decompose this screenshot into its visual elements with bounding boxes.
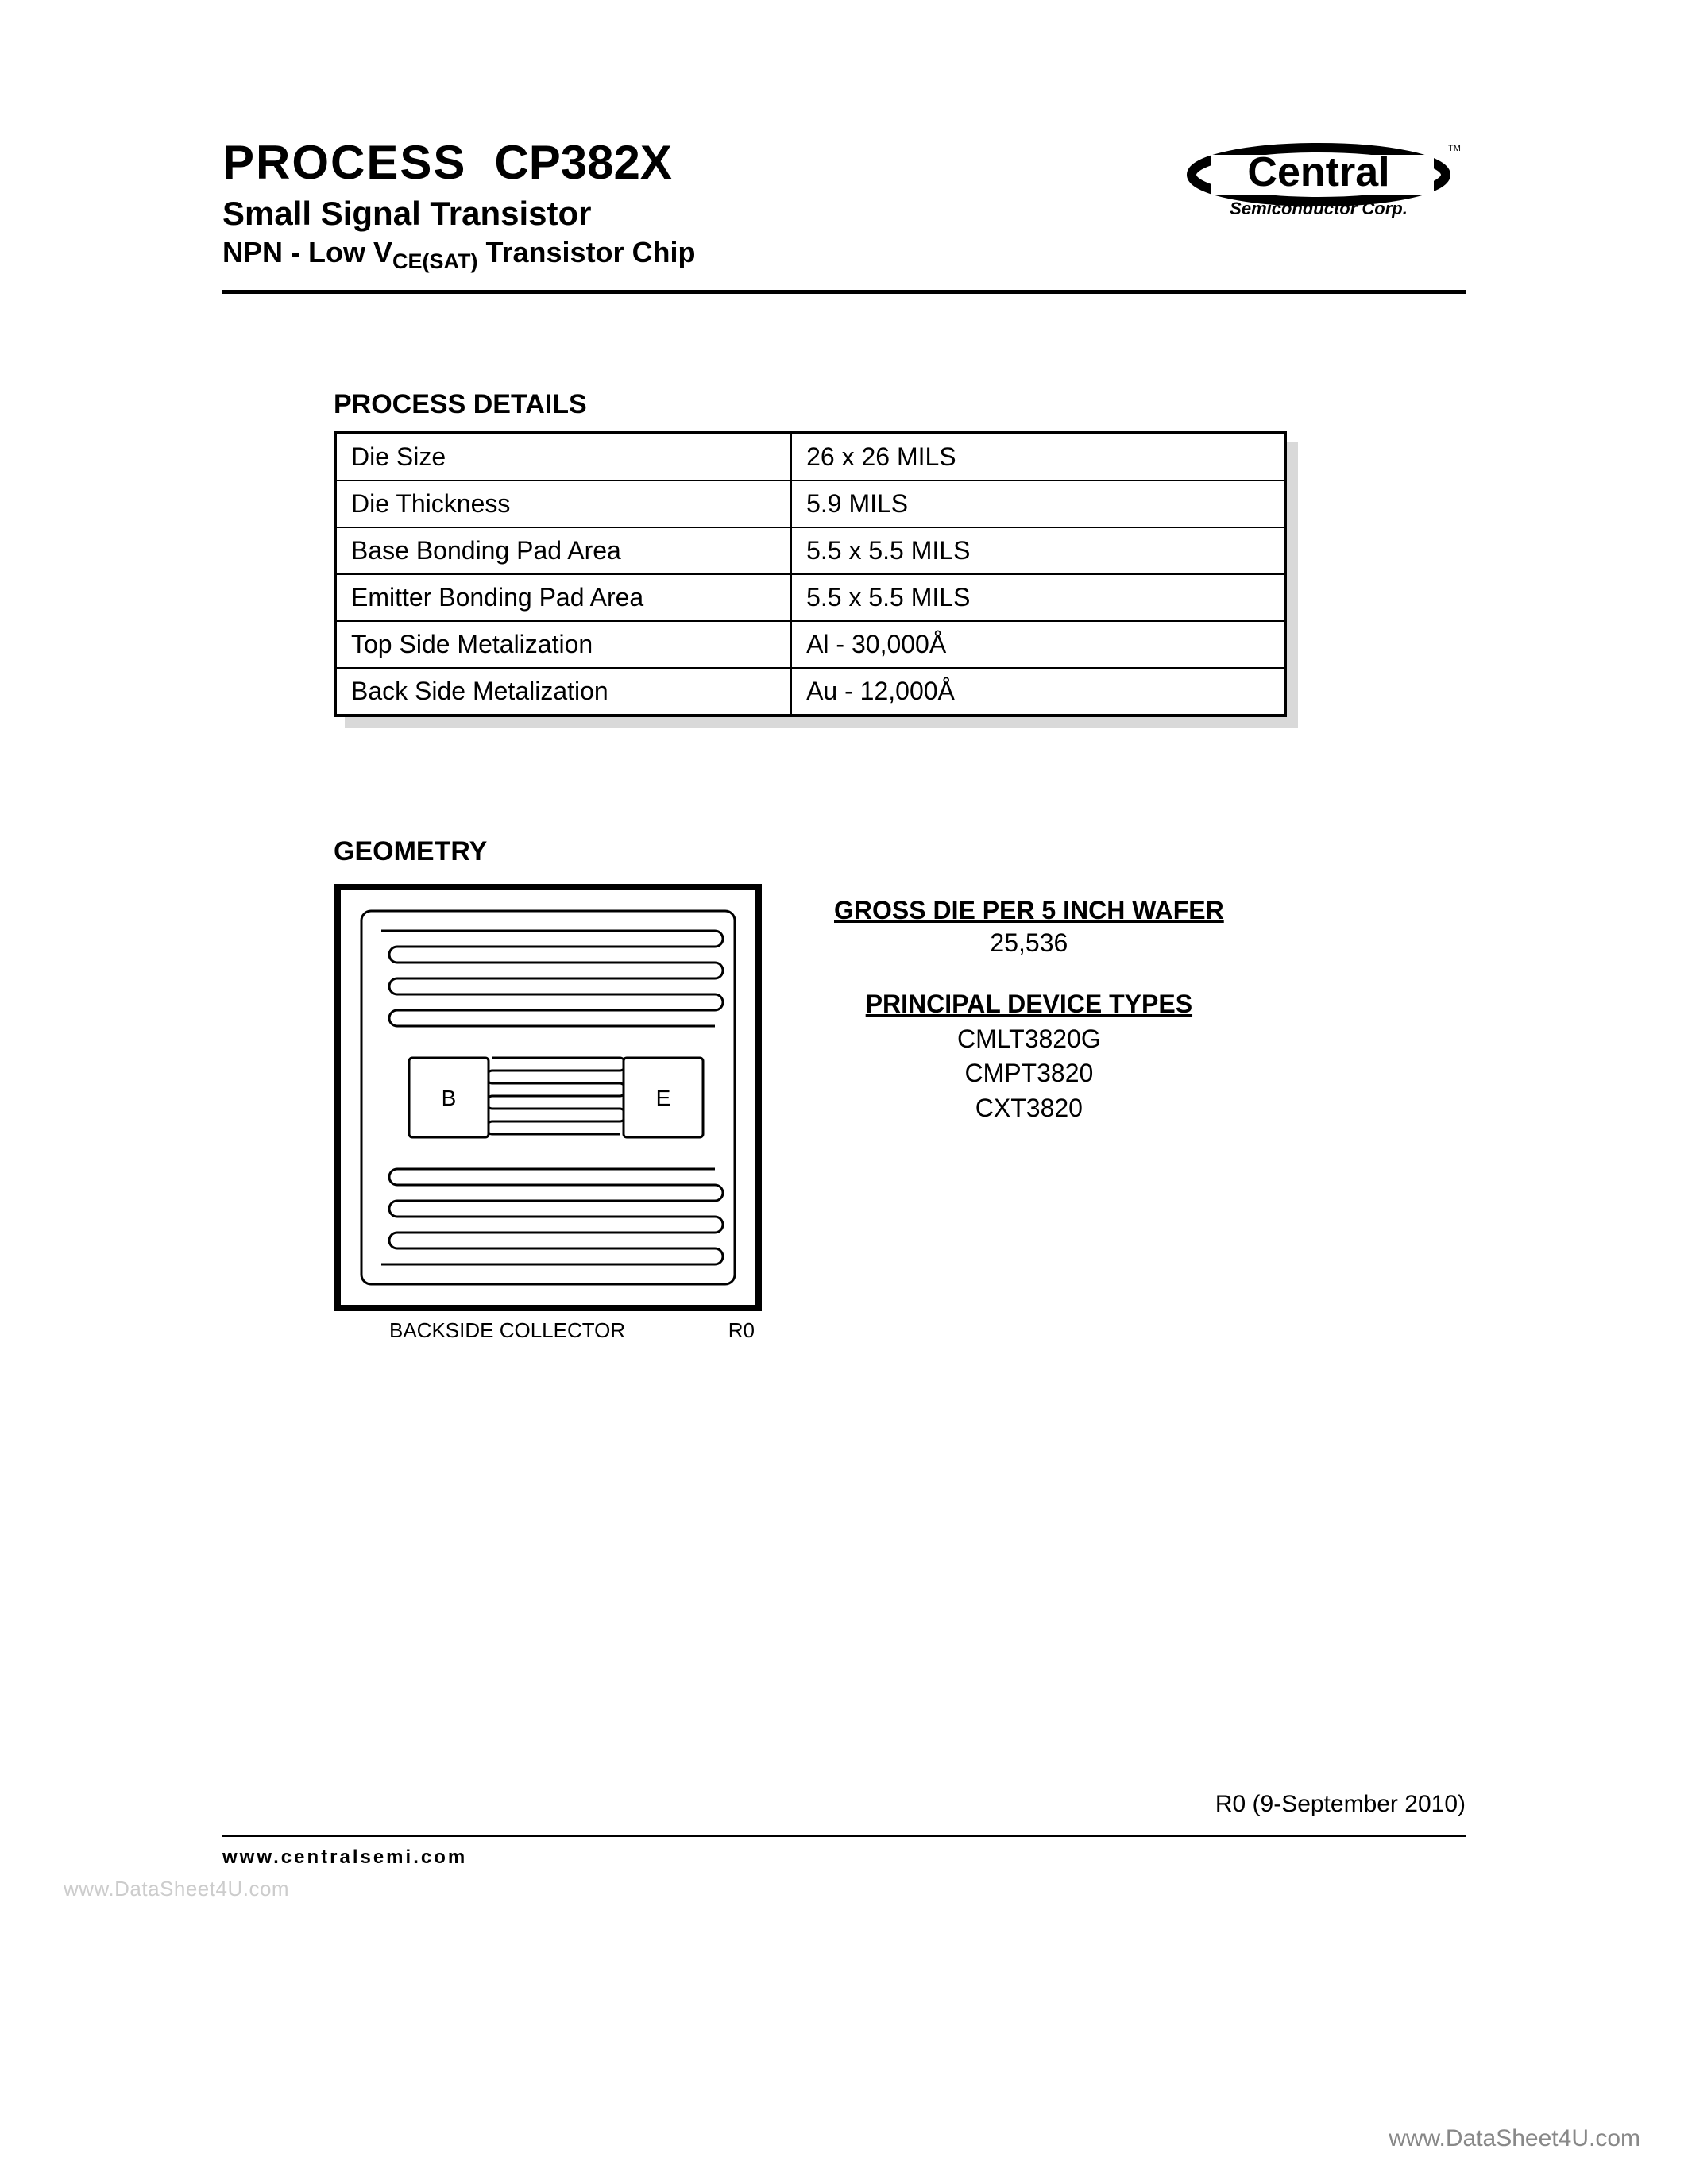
detail-label: Back Side Metalization (335, 668, 791, 716)
detail-label: Emitter Bonding Pad Area (335, 574, 791, 621)
devices-heading: PRINCIPAL DEVICE TYPES (834, 990, 1224, 1019)
geometry-info: GROSS DIE PER 5 INCH WAFER 25,536 PRINCI… (834, 883, 1224, 1125)
die-geometry-icon: B E (334, 883, 763, 1312)
logo-tm: TM (1448, 144, 1461, 153)
device-item: CXT3820 (834, 1091, 1224, 1125)
central-logo: Central TM Semiconductor Corp. (1180, 135, 1466, 230)
geometry-row: B E BACKSIDE COLLECTOR R0 GROSS DIE PER … (334, 883, 1450, 1343)
pad-b-label: B (442, 1086, 457, 1110)
desc-prefix: NPN - Low V (222, 236, 392, 268)
detail-value: 5.5 x 5.5 MILS (791, 527, 1285, 574)
geometry-diagram: B E BACKSIDE COLLECTOR R0 (334, 883, 763, 1343)
central-logo-icon: Central TM Semiconductor Corp. (1180, 135, 1466, 230)
device-list: CMLT3820G CMPT3820 CXT3820 (834, 1022, 1224, 1125)
watermark-bottom: www.DataSheet4U.com (1389, 2125, 1640, 2152)
gross-die-heading: GROSS DIE PER 5 INCH WAFER (834, 896, 1224, 925)
logo-text: Central (1247, 149, 1389, 195)
process-label: PROCESS (222, 135, 466, 190)
table-row: Base Bonding Pad Area 5.5 x 5.5 MILS (335, 527, 1285, 574)
table-row: Emitter Bonding Pad Area 5.5 x 5.5 MILS (335, 574, 1285, 621)
header-left: PROCESS CP382X Small Signal Transistor N… (222, 135, 696, 274)
detail-value: Al - 30,000Å (791, 621, 1285, 668)
details-table-wrap: Die Size 26 x 26 MILS Die Thickness 5.9 … (334, 431, 1287, 717)
caption-left: BACKSIDE COLLECTOR (389, 1318, 625, 1343)
table-row: Die Size 26 x 26 MILS (335, 433, 1285, 480)
table-row: Top Side Metalization Al - 30,000Å (335, 621, 1285, 668)
website-url: www.centralsemi.com (222, 1846, 467, 1869)
logo-subtext: Semiconductor Corp. (1230, 199, 1408, 218)
process-details-heading: PROCESS DETAILS (334, 389, 1450, 420)
detail-label: Base Bonding Pad Area (335, 527, 791, 574)
subtitle: Small Signal Transistor (222, 195, 696, 233)
table-row: Die Thickness 5.9 MILS (335, 480, 1285, 527)
detail-label: Die Size (335, 433, 791, 480)
gross-die-value: 25,536 (834, 928, 1224, 958)
device-item: CMPT3820 (834, 1056, 1224, 1090)
title-line: PROCESS CP382X (222, 135, 696, 190)
detail-label: Top Side Metalization (335, 621, 791, 668)
detail-value: 26 x 26 MILS (791, 433, 1285, 480)
pad-e-label: E (656, 1086, 671, 1110)
detail-value: Au - 12,000Å (791, 668, 1285, 716)
part-number: CP382X (494, 135, 671, 190)
header-rule (222, 290, 1466, 294)
footer-rule (222, 1835, 1466, 1837)
device-item: CMLT3820G (834, 1022, 1224, 1056)
header: PROCESS CP382X Small Signal Transistor N… (222, 135, 1466, 274)
revision-text: R0 (9-September 2010) (1215, 1791, 1466, 1818)
geometry-heading: GEOMETRY (334, 836, 1450, 867)
watermark-left: www.DataSheet4U.com (64, 1877, 289, 1901)
desc-sub: CE(SAT) (392, 249, 478, 273)
diagram-caption: BACKSIDE COLLECTOR R0 (334, 1318, 763, 1343)
desc-suffix: Transistor Chip (478, 236, 696, 268)
table-row: Back Side Metalization Au - 12,000Å (335, 668, 1285, 716)
detail-value: 5.5 x 5.5 MILS (791, 574, 1285, 621)
caption-right: R0 (728, 1318, 755, 1343)
detail-value: 5.9 MILS (791, 480, 1285, 527)
description: NPN - Low VCE(SAT) Transistor Chip (222, 236, 696, 274)
detail-label: Die Thickness (335, 480, 791, 527)
process-details-table: Die Size 26 x 26 MILS Die Thickness 5.9 … (334, 431, 1287, 717)
content: PROCESS DETAILS Die Size 26 x 26 MILS Di… (222, 389, 1466, 1343)
